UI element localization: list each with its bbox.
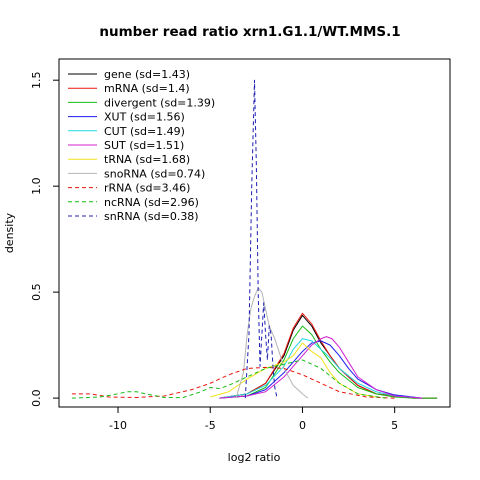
y-tick-label: 0.0 [30, 389, 43, 407]
x-axis-label: log2 ratio [228, 451, 281, 464]
legend: gene (sd=1.43)mRNA (sd=1.4)divergent (sd… [68, 68, 215, 223]
legend-label: CUT (sd=1.49) [104, 125, 185, 138]
y-tick-label: 1.5 [30, 71, 43, 89]
legend-label: gene (sd=1.43) [104, 68, 190, 81]
legend-label: SUT (sd=1.51) [104, 139, 184, 152]
legend-label: snRNA (sd=0.38) [104, 210, 199, 223]
x-tick-label: -5 [205, 419, 216, 432]
series-line-10 [71, 359, 386, 399]
series-line-6 [219, 336, 423, 399]
legend-label: snoRNA (sd=0.74) [104, 167, 205, 180]
y-axis-label: density [3, 212, 16, 253]
x-tick-label: 0 [299, 419, 306, 432]
legend-label: rRNA (sd=3.46) [104, 182, 190, 195]
series-line-9 [71, 366, 395, 399]
legend-label: tRNA (sd=1.68) [104, 153, 190, 166]
chart-title: number read ratio xrn1.G1.1/WT.MMS.1 [99, 24, 400, 40]
series-line-7 [210, 342, 377, 398]
x-axis: -10 -5 0 5 [109, 407, 398, 432]
y-tick-label: 1.0 [30, 177, 43, 195]
x-tick-label: 5 [391, 419, 398, 432]
legend-label: XUT (sd=1.56) [104, 111, 185, 124]
series-line-8 [235, 287, 309, 399]
y-tick-label: 0.5 [30, 283, 43, 301]
series-line-5 [219, 338, 423, 399]
legend-label: ncRNA (sd=2.96) [104, 196, 199, 209]
legend-label: mRNA (sd=1.4) [104, 82, 190, 95]
y-axis: 0.0 0.5 1.0 1.5 [30, 71, 59, 407]
x-tick-label: -10 [109, 419, 127, 432]
series-line-11 [244, 79, 279, 399]
density-curves [71, 79, 438, 399]
plot-frame [58, 58, 451, 408]
legend-label: divergent (sd=1.39) [104, 96, 215, 109]
